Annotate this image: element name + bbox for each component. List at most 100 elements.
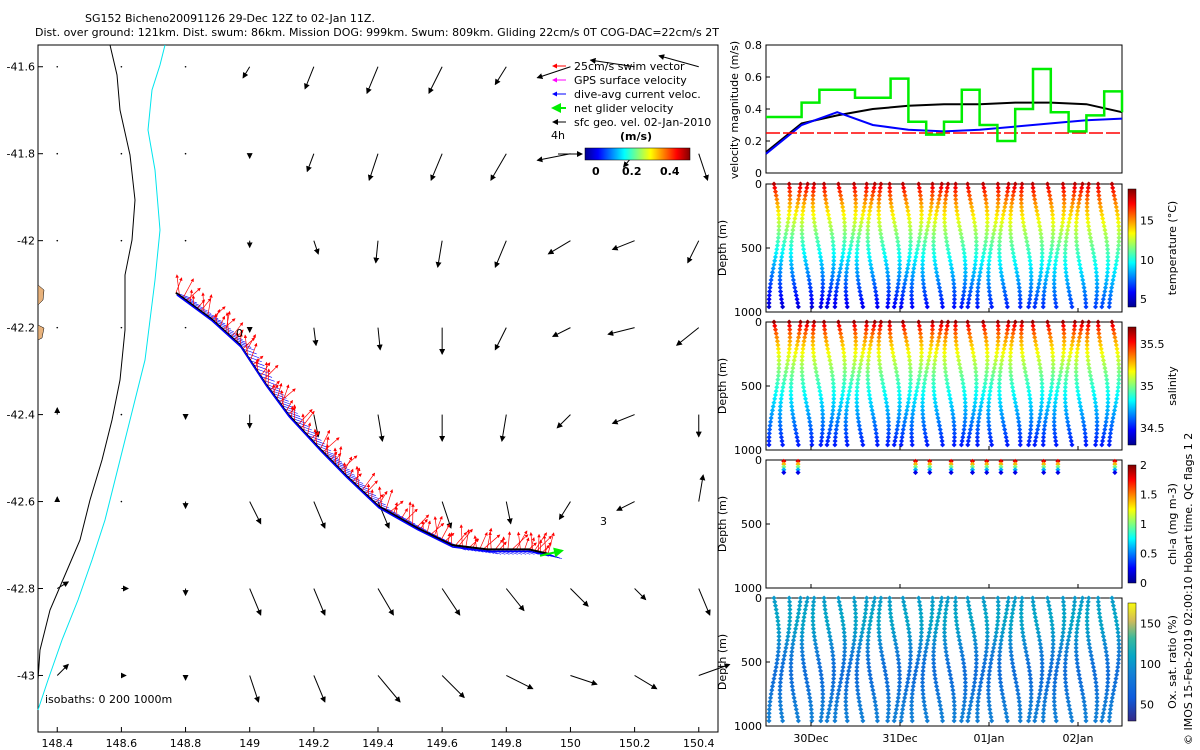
- profile-point: [1053, 254, 1059, 260]
- profile-point: [1042, 695, 1048, 701]
- profile-point: [895, 699, 901, 705]
- profile-point: [921, 380, 927, 386]
- profile-point: [1060, 319, 1066, 325]
- profile-point: [1000, 354, 1006, 360]
- profile-point: [949, 403, 955, 410]
- profile-point: [1105, 392, 1111, 398]
- profile-point: [1079, 273, 1085, 279]
- profile-y-tick-label: 500: [741, 518, 762, 531]
- profile-point: [805, 319, 811, 325]
- profile-point: [1077, 679, 1084, 686]
- profile-point: [1009, 380, 1015, 386]
- profile-point: [940, 442, 946, 448]
- profile-point: [775, 618, 781, 624]
- profile-point: [936, 699, 943, 705]
- profile-point: [788, 388, 794, 394]
- profile-point: [934, 208, 940, 214]
- sfc-geo-dot: [56, 239, 59, 242]
- profile-point: [951, 718, 957, 724]
- profile-point: [920, 683, 926, 689]
- profile-point: [901, 185, 907, 191]
- profile-point: [1101, 292, 1107, 298]
- profile-point: [1013, 403, 1019, 410]
- profile-point: [774, 660, 780, 666]
- profile-point: [985, 415, 991, 421]
- profile-point: [893, 227, 899, 233]
- profile-point: [829, 691, 835, 697]
- profile-point: [771, 676, 777, 682]
- profile-point: [1103, 231, 1109, 237]
- profile-point: [865, 380, 871, 386]
- profile-point: [778, 430, 784, 436]
- profile-point: [841, 219, 848, 225]
- swim-vector: [272, 384, 279, 394]
- profile-point: [1079, 185, 1085, 191]
- profile-point: [949, 683, 955, 689]
- profile-point: [1028, 285, 1034, 291]
- profile-point: [1071, 189, 1077, 195]
- profile-point: [771, 400, 777, 406]
- profile-point: [1105, 672, 1111, 678]
- dac-vector: [252, 364, 268, 370]
- profile-point: [795, 467, 801, 473]
- profile-point: [896, 254, 902, 260]
- profile-point: [981, 246, 988, 252]
- profile-point: [1064, 231, 1070, 237]
- profile-point: [1076, 258, 1082, 264]
- profile-point: [797, 323, 803, 329]
- profile-point: [886, 699, 892, 705]
- profile-point: [955, 216, 961, 222]
- profile-point: [870, 411, 876, 417]
- profile-point: [864, 319, 870, 325]
- profile-point: [1021, 637, 1027, 643]
- profile-point: [1047, 672, 1053, 678]
- profile-point: [1004, 300, 1010, 306]
- profile-point: [793, 346, 799, 352]
- profile-point: [885, 714, 891, 720]
- profile-point: [818, 396, 824, 402]
- profile-point: [1113, 400, 1119, 406]
- profile-point: [1077, 192, 1083, 199]
- profile-point: [805, 687, 812, 693]
- profile-point: [1104, 683, 1111, 689]
- profile-point: [974, 710, 980, 716]
- profile-point: [1079, 323, 1085, 329]
- swim-vector: [465, 528, 471, 547]
- profile-point: [1028, 281, 1034, 287]
- profile-point: [922, 430, 928, 436]
- profile-point: [1105, 400, 1111, 406]
- dac-vector: [242, 348, 257, 355]
- profile-point: [1102, 365, 1108, 371]
- profile-point: [783, 369, 789, 375]
- profile-point: [1076, 610, 1083, 616]
- profile-point: [1062, 388, 1068, 394]
- profile-point: [871, 277, 877, 283]
- profile-point: [903, 196, 909, 202]
- profile-point: [851, 641, 857, 647]
- profile-point: [944, 653, 950, 659]
- profile-point: [838, 330, 844, 337]
- profile-point: [887, 323, 893, 329]
- profile-point: [1092, 676, 1098, 682]
- profile-point: [951, 442, 957, 448]
- profile-point: [1041, 469, 1047, 476]
- profile-point: [774, 338, 780, 344]
- profile-point: [1094, 285, 1100, 291]
- profile-point: [812, 637, 818, 643]
- profile-colorbar-label: temperature (°C): [1166, 201, 1179, 295]
- profile-point: [854, 407, 860, 413]
- profile-point: [939, 595, 945, 601]
- profile-point: [1037, 411, 1043, 417]
- profile-point: [820, 687, 826, 693]
- profile-point: [987, 668, 993, 674]
- profile-point: [836, 185, 842, 191]
- net-glider-velocity: [539, 547, 564, 558]
- profile-point: [1116, 242, 1122, 248]
- swim-vector: [307, 422, 312, 436]
- profile-point: [944, 239, 950, 245]
- profile-point: [1002, 430, 1008, 436]
- profile-point: [1002, 338, 1009, 344]
- profile-point: [1050, 365, 1056, 371]
- profile-point: [1105, 664, 1111, 670]
- profile-point: [1100, 630, 1106, 636]
